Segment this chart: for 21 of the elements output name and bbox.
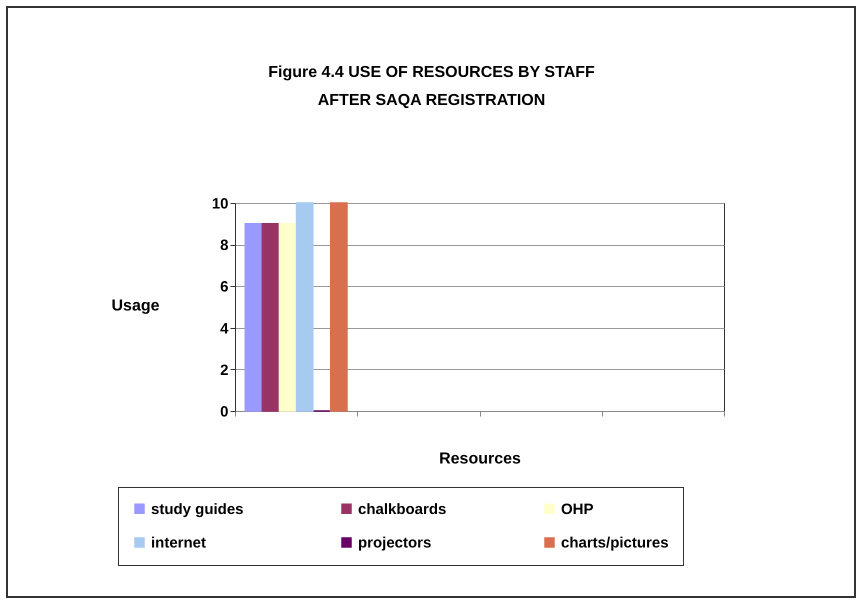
y-tick-label: 10 [212, 196, 228, 212]
y-tick-label: 6 [220, 278, 228, 296]
legend-label: charts/pictures [561, 534, 669, 552]
bar [330, 202, 348, 412]
legend-label: study guides [151, 500, 244, 518]
legend-label: internet [151, 534, 206, 552]
y-tick-label: 2 [220, 362, 228, 379]
y-tick-label: 0 [220, 404, 228, 420]
legend-label: OHP [561, 500, 594, 518]
legend-label: chalkboards [358, 500, 446, 518]
legend-label: projectors [358, 534, 432, 552]
chart-title: Figure 4.4 USE OF RESOURCES BY STAFF [268, 64, 596, 81]
chart-subtitle: AFTER SAQA REGISTRATION [318, 92, 546, 109]
y-tick-label: 4 [220, 320, 230, 338]
bar [296, 202, 314, 412]
x-axis-title: Resources [439, 450, 522, 468]
bar [262, 223, 280, 412]
y-tick-label: 8 [220, 237, 228, 254]
y-axis-title: Usage [111, 298, 160, 314]
bar [278, 223, 296, 412]
bar [244, 223, 262, 412]
